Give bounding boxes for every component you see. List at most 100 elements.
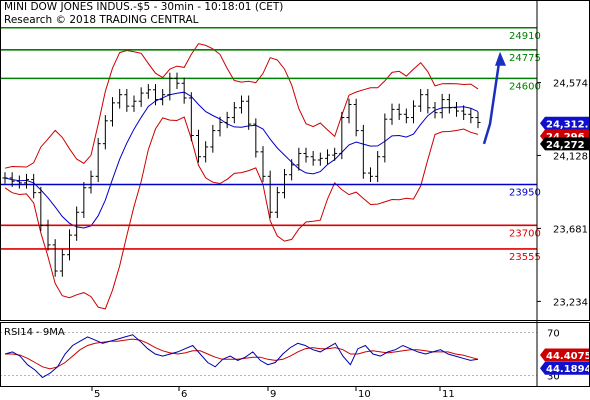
price-badge-bg (540, 116, 589, 130)
price-bar (368, 167, 373, 183)
price-badge-label: 24,272 (546, 140, 585, 151)
price-badges: 24,312.724,29624,272 (540, 116, 590, 151)
price-bar (310, 151, 316, 166)
price-bar (31, 173, 37, 199)
price-bar (131, 95, 137, 112)
forecast-arrow-head (495, 51, 506, 66)
bollinger-upper (4, 43, 479, 169)
x-tick-label: 10 (358, 389, 371, 400)
price-bar (181, 77, 187, 104)
price-bar (67, 229, 72, 261)
price-bar (95, 137, 101, 183)
rsi-tick-label: 70 (547, 329, 560, 340)
price-axis: 24,574 24,128 23,681 23,234 (537, 79, 588, 308)
y-tick-label: 24,574 (553, 79, 588, 90)
price-bar (325, 149, 330, 165)
price-bars (2, 72, 481, 277)
level-label-23700: 23700 (509, 228, 541, 239)
price-badge-label: 24,312.7 (546, 119, 590, 130)
price-bar (203, 141, 209, 163)
price-bar (188, 92, 194, 142)
rsi-badge: 44.4075 (540, 348, 590, 362)
chart-copyright: Research © 2018 TRADING CENTRAL (4, 14, 199, 26)
price-bar (74, 206, 80, 241)
price-badge-bg (540, 137, 589, 151)
price-bar (2, 172, 8, 184)
chart-title: MINI DOW JONES INDUS.-$5 - 30min - 10:18… (4, 1, 284, 13)
price-bar (382, 113, 388, 163)
price-bar (346, 98, 352, 124)
price-bar (210, 124, 216, 153)
price-bar (353, 98, 359, 137)
price-bar (231, 102, 237, 124)
x-tick-label: 9 (270, 389, 276, 400)
price-bar (45, 219, 51, 251)
price-bar (9, 172, 15, 187)
price-bar (59, 248, 65, 277)
price-bar (418, 88, 424, 112)
level-label-23555: 23555 (509, 252, 541, 263)
rsi-panel: 70 30 44.4075 44.1894 (0, 329, 590, 382)
price-bar (145, 84, 151, 99)
price-bar (289, 159, 295, 181)
price-bar (360, 124, 366, 179)
price-bar (160, 88, 166, 106)
price-panel-frame (0, 0, 590, 321)
rsi-badge-label: 44.1894 (546, 364, 590, 375)
price-bar (52, 239, 58, 277)
moving-average-line (4, 91, 479, 229)
level-label-24600: 24600 (509, 81, 541, 92)
moving-average (4, 91, 479, 229)
price-bar (224, 111, 230, 129)
price-bar (81, 182, 87, 218)
price-bar (267, 170, 273, 218)
price-bar (24, 173, 29, 189)
level-label-23950: 23950 (509, 187, 541, 198)
time-axis: 5 6 9 10 11 (91, 386, 455, 400)
price-bar (403, 108, 409, 124)
price-bar (332, 147, 338, 161)
price-bar (475, 111, 481, 129)
rsi-badge-label: 44.4075 (546, 351, 590, 362)
price-bar (446, 93, 452, 114)
price-bar (296, 147, 302, 171)
price-bar (16, 175, 22, 189)
x-tick-label: 5 (94, 389, 100, 400)
price-bar (468, 108, 474, 124)
price-badge: 24,312.7 (540, 116, 590, 130)
price-bar (274, 186, 280, 218)
x-tick-label: 11 (442, 389, 455, 400)
price-bar (217, 116, 223, 137)
price-bar (167, 72, 173, 101)
price-bar (88, 170, 94, 194)
price-bar (425, 88, 431, 114)
price-bar (239, 95, 244, 114)
price-bar (282, 168, 287, 199)
price-bar (117, 88, 123, 109)
price-bar (138, 87, 144, 107)
price-bar (461, 105, 467, 120)
y-tick-label: 23,681 (553, 224, 588, 235)
rsi-title: RSI14 - 9MA (4, 327, 65, 338)
bollinger-lower (4, 116, 479, 310)
price-bar (102, 115, 108, 150)
bollinger-bands (4, 43, 479, 310)
price-badge: 24,272 (540, 137, 589, 151)
price-bar (303, 147, 309, 163)
price-bar (253, 118, 259, 158)
price-bar (389, 103, 395, 125)
price-bar (396, 103, 402, 120)
price-bar (38, 186, 44, 232)
price-bar (124, 88, 130, 112)
price-bar (317, 152, 323, 166)
rsi-badge: 44.1894 (540, 361, 590, 375)
price-bar (196, 129, 201, 163)
forecast-arrow-line (482, 55, 502, 145)
price-bar (411, 100, 416, 124)
rsi-badge-bg (540, 348, 589, 362)
forecast-arrow (482, 51, 506, 145)
price-bar (246, 95, 252, 130)
price-bar (174, 72, 180, 89)
rsi-badge-bg (540, 361, 589, 375)
